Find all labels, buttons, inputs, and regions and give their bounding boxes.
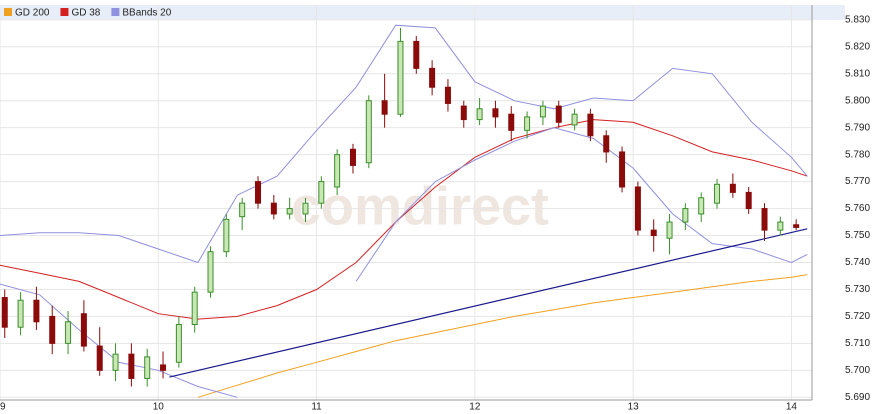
candle-body (365, 100, 372, 164)
candle-body (239, 202, 246, 218)
y-tick-label: 5.710 (845, 338, 870, 349)
candle-body (270, 202, 277, 215)
candle-body (650, 229, 657, 237)
candle-body (207, 251, 214, 293)
y-tick-label: 5.750 (845, 230, 870, 241)
y-tick-label: 5.770 (845, 176, 870, 187)
candle-body (1, 297, 8, 328)
candle-body (429, 67, 436, 88)
y-tick-label: 5.730 (845, 284, 870, 295)
candle-body (555, 105, 562, 123)
candle-body (318, 181, 325, 204)
candle-body (714, 183, 721, 204)
candle-body (33, 299, 40, 323)
candle-body (160, 364, 167, 371)
candle-body (634, 186, 641, 231)
y-tick-label: 5.720 (845, 311, 870, 322)
candle-body (476, 108, 483, 121)
x-tick-label: 10 (153, 402, 165, 413)
candle-body (223, 218, 230, 253)
y-tick-label: 5.790 (845, 122, 870, 133)
y-tick-label: 5.700 (845, 365, 870, 376)
candle-body (745, 191, 752, 210)
candle-body (286, 208, 293, 215)
candle-body (508, 113, 515, 131)
x-tick-label: 12 (469, 402, 481, 413)
candle-body (603, 135, 610, 153)
candle-body (334, 154, 341, 188)
indicator-line (0, 127, 808, 398)
candle-body (128, 353, 135, 379)
candle-body (729, 183, 736, 193)
candle-body (349, 148, 356, 166)
candle-body (460, 105, 467, 121)
x-tick-label: 09 (0, 402, 6, 413)
legend-swatch (60, 8, 69, 16)
legend-swatch (111, 8, 120, 16)
candle-body (191, 291, 198, 326)
candle-body (49, 315, 56, 344)
indicator-line (0, 119, 808, 320)
candle-body (666, 221, 673, 239)
legend-bar (0, 5, 845, 20)
y-tick-label: 5.820 (845, 41, 870, 52)
candle-body (96, 345, 103, 371)
candle-body (777, 221, 784, 231)
candle-body (587, 113, 594, 137)
indicator-line (197, 274, 808, 398)
candle-body (539, 105, 546, 118)
y-tick-label: 5.810 (845, 68, 870, 79)
candle-body (571, 113, 578, 126)
x-tick-label: 13 (628, 402, 640, 413)
candle-body (492, 108, 499, 118)
candle-body (144, 356, 151, 379)
y-tick-label: 5.760 (845, 203, 870, 214)
candle-body (175, 324, 182, 363)
candle-body (112, 353, 119, 371)
candle-body (255, 181, 262, 204)
y-tick-label: 5.690 (845, 392, 870, 403)
x-tick-label: 11 (311, 402, 322, 413)
candle-body (413, 40, 420, 69)
candle-body (17, 299, 24, 328)
candle-body (682, 208, 689, 223)
indicator-line (0, 24, 808, 264)
candle-body (444, 86, 451, 104)
candle-body (65, 321, 72, 344)
candle-body (397, 40, 404, 115)
y-tick-label: 5.780 (845, 149, 870, 160)
candle-body (761, 208, 768, 231)
candle-body (619, 151, 626, 188)
y-tick-label: 5.800 (845, 95, 870, 106)
y-tick-label: 5.740 (845, 257, 870, 268)
candle-body (302, 202, 309, 215)
candle-body (80, 313, 87, 347)
candle-body (524, 116, 531, 131)
candle-body (793, 224, 800, 228)
candle-body (381, 100, 388, 115)
trendline (169, 228, 808, 378)
y-tick-label: 5.830 (845, 14, 870, 25)
x-tick-label: 14 (786, 402, 798, 413)
legend-label: GD 38 (71, 8, 100, 19)
legend-label: BBands 20 (122, 8, 171, 19)
legend-swatch (4, 8, 12, 16)
watermark: comdirect (291, 176, 549, 236)
legend-label: GD 200 (15, 8, 50, 19)
candle-body (698, 197, 705, 215)
